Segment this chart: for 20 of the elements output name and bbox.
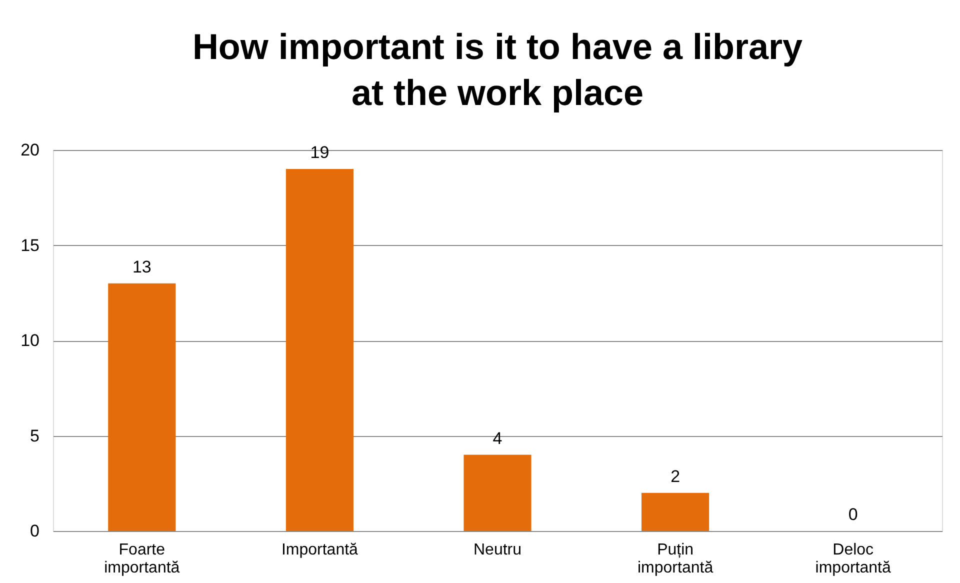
data-label: 4 [492,428,502,448]
x-tick-label: Foarte importantă [104,542,180,576]
x-tick-label: Deloc importantă [815,542,891,576]
data-label: 2 [670,466,680,486]
data-label: 0 [848,505,858,524]
y-tick-label: 10 [20,331,40,350]
x-tick-label: Importantă [281,542,358,558]
y-tick-label: 5 [30,426,40,446]
chart-title: How important is it to have a library at the work place [192,26,803,113]
y-tick-label: 0 [30,522,40,540]
bar [642,492,710,531]
y-tick-label: 15 [20,236,40,255]
x-tick-label: Puțin importantă [638,542,714,576]
x-tick-label: Neutru [473,542,522,558]
y-tick-label: 20 [20,140,40,160]
data-label: 19 [310,143,330,162]
bar [286,169,354,531]
bar [464,454,532,531]
bar [108,283,176,531]
data-label: 13 [132,257,152,276]
